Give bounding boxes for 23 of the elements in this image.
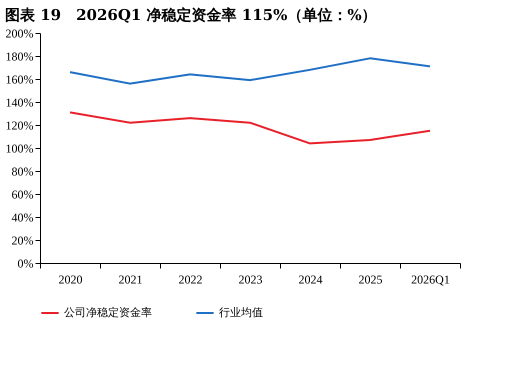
x-tick-label: 2023 [238, 272, 262, 286]
legend-label: 公司净稳定资金率 [64, 306, 152, 319]
y-tick-label: 140% [6, 96, 34, 110]
y-tick-label: 80% [12, 164, 34, 178]
line-series [69, 111, 431, 144]
y-tick-label: 60% [12, 188, 34, 202]
x-tick-label: 2026Q1 [411, 272, 450, 286]
x-tick-label: 2024 [298, 272, 322, 286]
x-tick-label: 2025 [358, 272, 382, 286]
y-tick-label: 160% [6, 72, 34, 86]
y-tick-label: 100% [6, 142, 34, 156]
chart-title: 图表 19 2026Q1 净稳定资金率 115%（单位：%） [5, 6, 377, 24]
x-tick-label: 2022 [178, 272, 202, 286]
x-tick-label: 2020 [58, 272, 82, 286]
legend-label: 行业均值 [219, 306, 263, 319]
y-tick-label: 20% [12, 234, 34, 248]
x-tick-label: 2021 [118, 272, 142, 286]
y-tick-label: 0% [18, 256, 34, 270]
y-tick-label: 120% [6, 118, 34, 132]
line-series [69, 57, 431, 85]
y-tick-label: 180% [6, 50, 34, 64]
y-tick-label: 200% [6, 26, 34, 40]
y-tick-label: 40% [12, 210, 34, 224]
